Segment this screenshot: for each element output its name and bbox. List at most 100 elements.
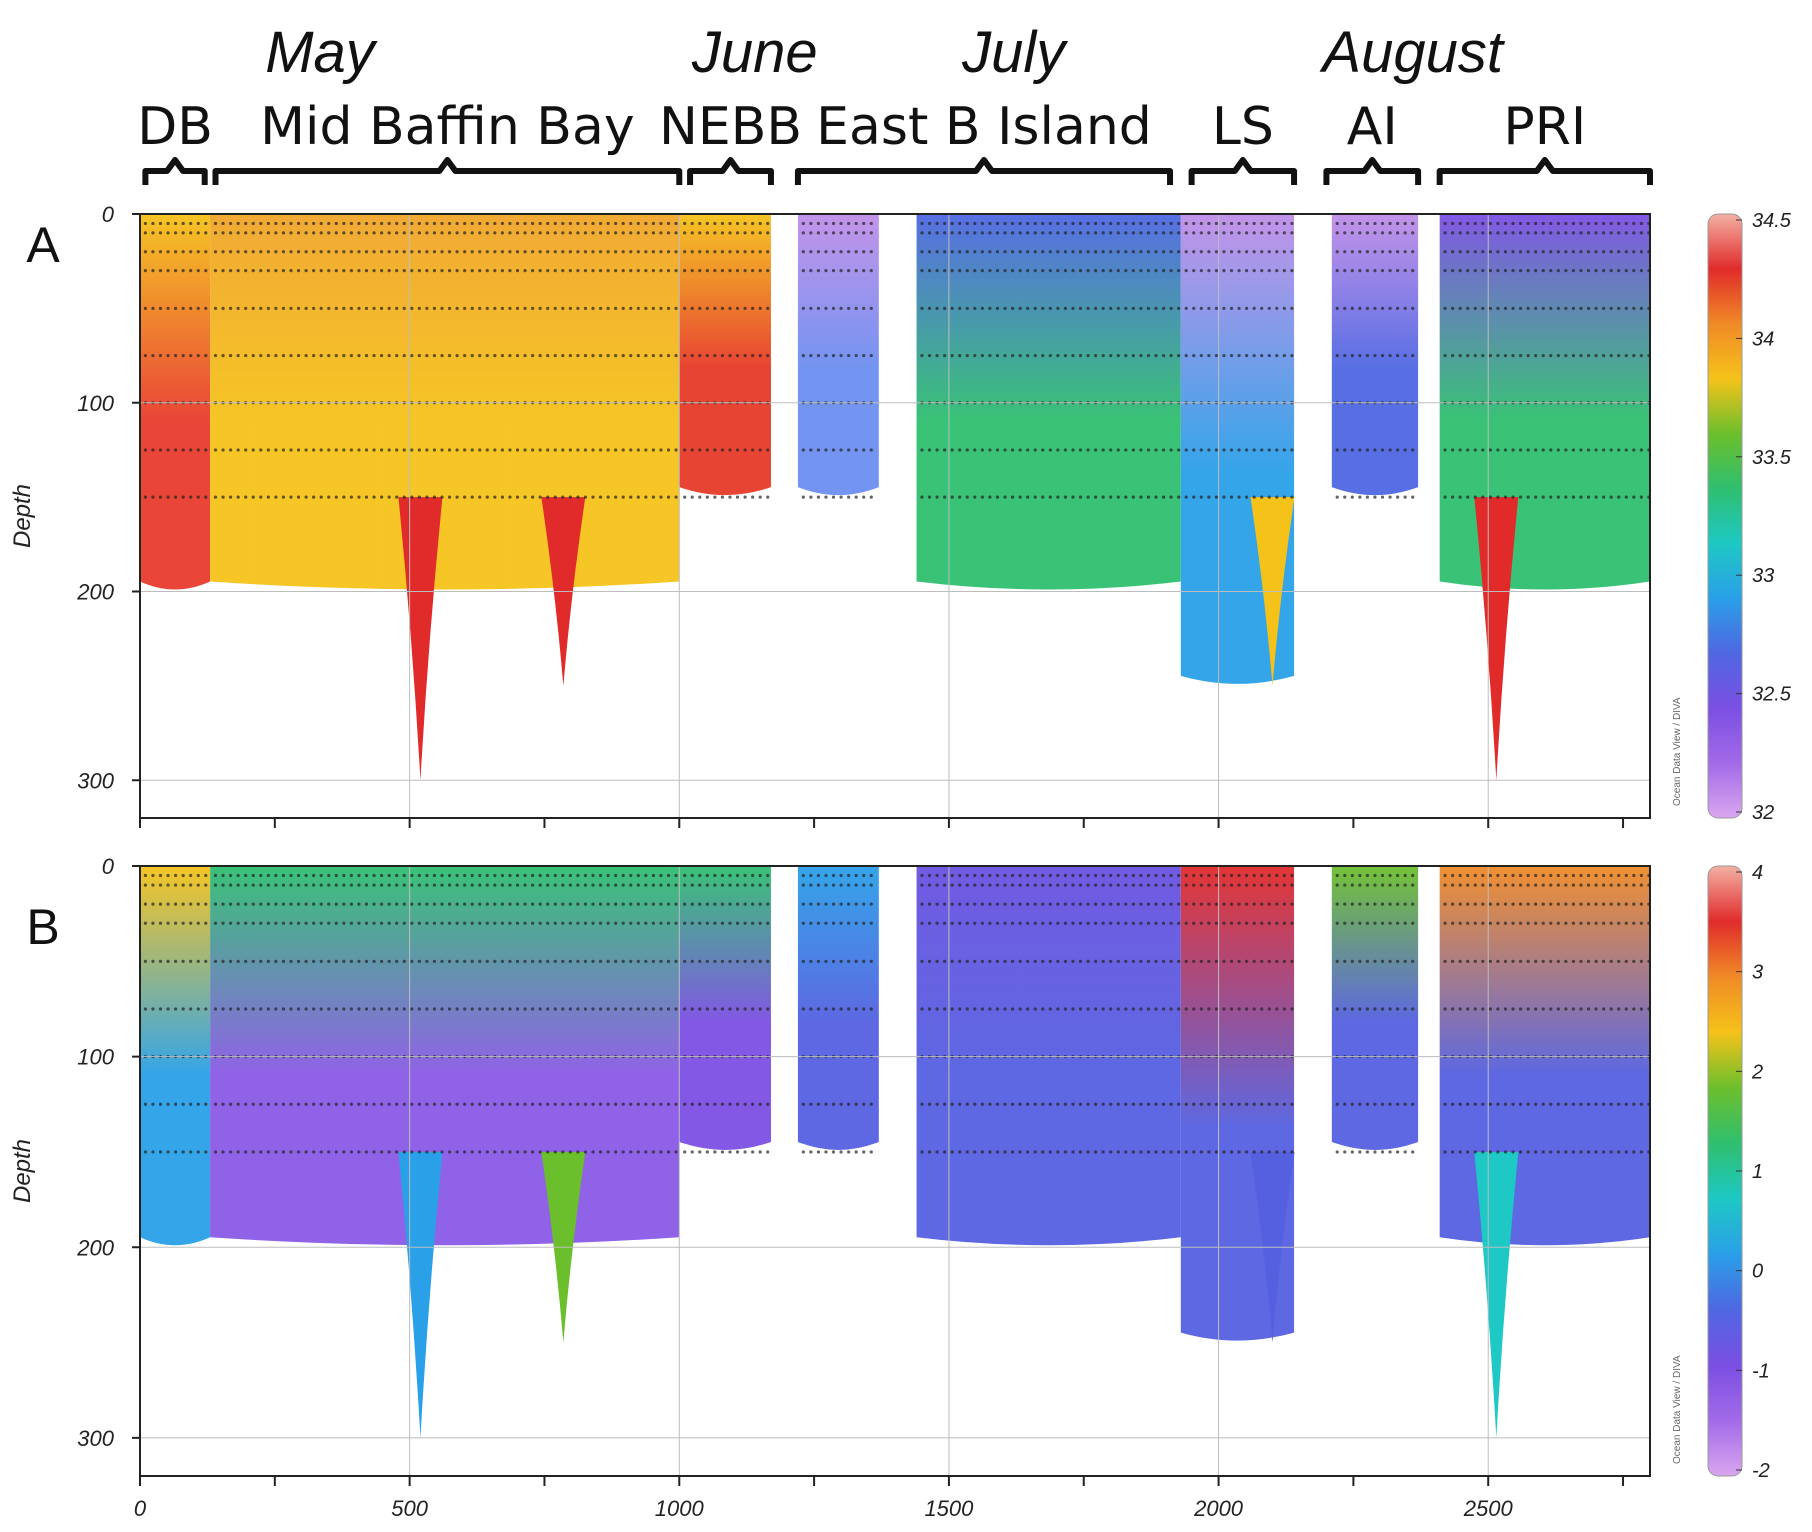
sample-dot xyxy=(1624,221,1628,226)
colorbar-tick-label: 32 xyxy=(1752,802,1774,824)
sample-dot xyxy=(425,448,429,452)
sample-dot xyxy=(809,1150,813,1154)
sample-dot xyxy=(854,921,858,925)
sample-dot xyxy=(1632,306,1636,310)
sample-dot xyxy=(839,1150,843,1154)
sample-dot xyxy=(312,1007,316,1011)
sample-dot xyxy=(1003,495,1007,499)
sample-dot xyxy=(1177,902,1181,906)
sample-dot xyxy=(958,921,962,925)
sample-dot xyxy=(251,902,255,906)
sample-dot xyxy=(980,231,984,235)
sample-dot xyxy=(690,353,694,358)
sample-dot xyxy=(478,448,482,452)
sample-dot xyxy=(651,902,656,906)
sample-dot xyxy=(1602,231,1606,235)
sample-dot xyxy=(1343,269,1347,273)
sample-dot xyxy=(1290,1150,1294,1154)
sample-dot xyxy=(500,1007,504,1011)
sample-dot xyxy=(1063,921,1068,925)
sample-dot xyxy=(485,883,489,887)
sample-dot xyxy=(281,1007,286,1011)
sample-dot xyxy=(1534,873,1538,878)
sample-dot xyxy=(410,959,414,963)
sample-dot xyxy=(357,1102,361,1106)
sample-dot xyxy=(1101,902,1105,906)
sample-dot xyxy=(1496,1007,1500,1011)
sample-dot xyxy=(1586,269,1591,273)
sample-dot xyxy=(1260,269,1264,273)
sample-dot xyxy=(1229,921,1234,925)
sample-dot xyxy=(1358,1150,1362,1154)
sample-dot xyxy=(1041,269,1045,273)
sample-dot xyxy=(259,250,263,254)
sample-dot xyxy=(417,1007,421,1011)
sample-dot xyxy=(1564,1150,1568,1154)
sample-dot xyxy=(1003,959,1007,963)
sample-dot xyxy=(425,306,429,310)
sample-dot xyxy=(1488,269,1492,273)
sample-dot xyxy=(1579,1150,1583,1154)
sample-dot xyxy=(553,353,557,358)
sample-dot xyxy=(839,250,843,254)
sample-dot xyxy=(1161,250,1166,254)
sample-dot xyxy=(312,221,316,226)
section-fill xyxy=(679,866,771,1150)
sample-dot xyxy=(862,902,866,906)
sample-dot xyxy=(1161,221,1166,226)
sample-dot xyxy=(591,1102,595,1106)
sample-dot xyxy=(713,353,717,358)
sample-dot xyxy=(213,269,218,273)
sample-dot xyxy=(1503,250,1508,254)
sample-dot xyxy=(364,921,369,925)
sample-dot xyxy=(1237,883,1241,887)
sample-dot xyxy=(1343,1102,1347,1106)
sample-dot xyxy=(935,495,939,499)
sample-dot xyxy=(614,873,618,878)
sample-dot xyxy=(1451,1007,1455,1011)
sample-dot xyxy=(683,221,687,226)
sample-dot xyxy=(395,959,399,963)
sample-dot xyxy=(1380,353,1385,358)
sample-dot xyxy=(743,921,747,925)
sample-dot xyxy=(1282,221,1286,226)
sample-dot xyxy=(1511,448,1515,452)
sample-dot xyxy=(151,959,155,963)
sample-dot xyxy=(1048,221,1052,226)
sample-dot xyxy=(244,883,248,887)
sample-dot xyxy=(1252,1007,1256,1011)
sample-dot xyxy=(296,902,301,906)
sample-dot xyxy=(364,306,369,310)
sample-dot xyxy=(410,902,414,906)
sample-dot xyxy=(1586,353,1591,358)
sample-dot xyxy=(508,1150,512,1154)
sample-dot xyxy=(1396,306,1400,310)
sample-dot xyxy=(455,1007,459,1011)
sample-dot xyxy=(839,921,843,925)
sample-dot xyxy=(1033,495,1037,499)
sample-dot xyxy=(1252,959,1256,963)
sample-dot xyxy=(1010,1150,1015,1154)
sample-dot xyxy=(728,269,732,273)
sample-dot xyxy=(973,1007,977,1011)
sample-dot xyxy=(395,269,399,273)
sample-dot xyxy=(965,221,969,226)
sample-dot xyxy=(1526,250,1530,254)
sample-dot xyxy=(515,902,520,906)
sample-dot xyxy=(1222,921,1226,925)
sample-dot xyxy=(927,448,932,452)
sample-dot xyxy=(824,883,828,887)
sample-dot xyxy=(1458,448,1462,452)
sample-dot xyxy=(1199,250,1203,254)
sample-dot xyxy=(296,448,301,452)
sample-dot xyxy=(1534,921,1538,925)
sample-dot xyxy=(568,353,572,358)
sample-dot xyxy=(1639,250,1643,254)
sample-dot xyxy=(158,306,163,310)
sample-dot xyxy=(204,495,208,499)
sample-dot xyxy=(1116,873,1120,878)
sample-dot xyxy=(735,495,740,499)
sample-dot xyxy=(229,959,233,963)
sample-dot xyxy=(1146,921,1151,925)
sample-dot xyxy=(816,250,821,254)
